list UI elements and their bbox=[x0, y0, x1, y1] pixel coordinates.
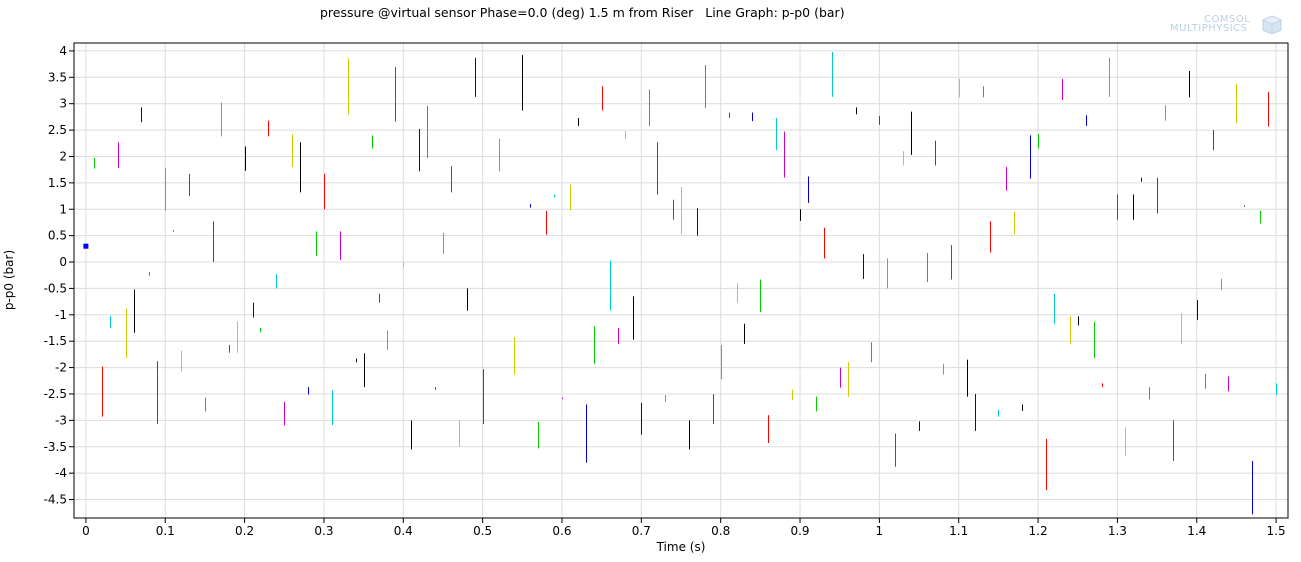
plot-frame bbox=[73, 42, 1289, 519]
y-tick-label: 2 bbox=[59, 149, 67, 163]
data-point-marker bbox=[83, 243, 89, 249]
y-tick-label: -1 bbox=[55, 308, 67, 322]
series-lines bbox=[83, 51, 1277, 515]
x-tick-label: 1.5 bbox=[1267, 524, 1286, 538]
x-tick-label: 0.3 bbox=[314, 524, 333, 538]
x-tick-label: 1 bbox=[876, 524, 884, 538]
x-tick-label: 1.2 bbox=[1029, 524, 1048, 538]
y-tick-label: 3 bbox=[59, 97, 67, 111]
x-tick-label: 0 bbox=[82, 524, 90, 538]
x-tick-label: 1.3 bbox=[1108, 524, 1127, 538]
x-tick-label: 0.1 bbox=[156, 524, 175, 538]
x-axis-label: Time (s) bbox=[656, 540, 706, 554]
y-tick-label: 0 bbox=[59, 255, 67, 269]
y-tick-label: 1 bbox=[59, 202, 67, 216]
y-tick-label: -3.5 bbox=[44, 440, 67, 454]
y-tick-label: -3 bbox=[55, 413, 67, 427]
y-tick-label: -0.5 bbox=[44, 281, 67, 295]
axis-ticks: 0 0.1 0.2 0.3 0.4 0.5 0.6 0.7 0.8 0.9 1 1.1 1.2 1.3 1.… bbox=[44, 44, 1286, 538]
x-tick-label: 0.6 bbox=[552, 524, 571, 538]
x-tick-label: 0.9 bbox=[790, 524, 809, 538]
x-tick-label: 0.4 bbox=[394, 524, 413, 538]
y-tick-label: 4 bbox=[59, 44, 67, 58]
x-tick-label: 0.8 bbox=[711, 524, 730, 538]
x-tick-label: 0.2 bbox=[235, 524, 254, 538]
x-tick-label: 0.7 bbox=[632, 524, 651, 538]
y-tick-label: 3.5 bbox=[48, 70, 67, 84]
x-tick-label: 1.1 bbox=[949, 524, 968, 538]
y-tick-label: 2.5 bbox=[48, 123, 67, 137]
y-tick-label: 1.5 bbox=[48, 176, 67, 190]
y-tick-label: -2.5 bbox=[44, 387, 67, 401]
x-tick-label: 0.5 bbox=[473, 524, 492, 538]
y-tick-label: -4.5 bbox=[44, 493, 67, 507]
y-tick-label: -2 bbox=[55, 361, 67, 375]
y-tick-label: -4 bbox=[55, 466, 67, 480]
y-tick-label: -1.5 bbox=[44, 334, 67, 348]
logo-text-multiphysics: MULTIPHYSICS bbox=[1170, 23, 1248, 34]
logo-text-comsol: COMSOL bbox=[1204, 14, 1251, 25]
y-tick-label: 0.5 bbox=[48, 229, 67, 243]
grid bbox=[74, 43, 1288, 518]
comsol-cube-icon bbox=[1262, 15, 1282, 35]
x-tick-label: 1.4 bbox=[1187, 524, 1206, 538]
y-axis-label: p-p0 (bar) bbox=[2, 250, 16, 310]
comsol-logo: COMSOL MULTIPHYSICS bbox=[1168, 14, 1284, 36]
chart-title: pressure @virtual sensor Phase=0.0 (deg)… bbox=[320, 5, 845, 20]
